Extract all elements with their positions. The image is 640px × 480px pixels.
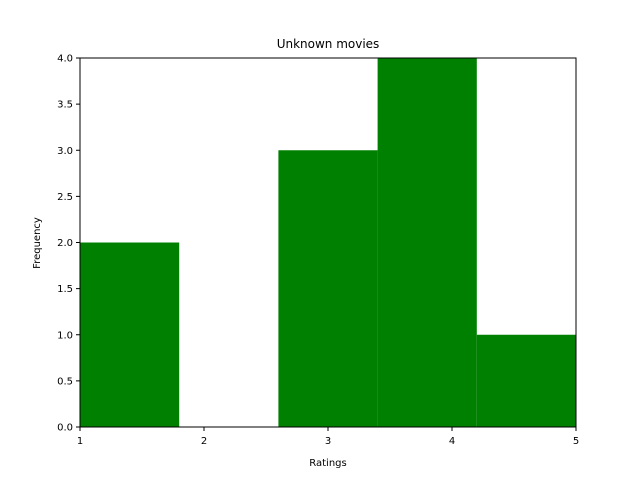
chart-title: Unknown movies	[277, 37, 380, 51]
histogram-bar-1	[80, 242, 180, 427]
y-tick-label: 3.0	[57, 146, 73, 157]
plot-frame	[79, 57, 577, 428]
x-tick-label: 3	[325, 436, 331, 447]
histogram-bar-5	[476, 334, 576, 427]
y-tick-label: 3.5	[57, 100, 73, 111]
y-tick-label: 0.5	[57, 376, 73, 387]
x-tick-label: 5	[573, 436, 579, 447]
y-axis-label: Frequency	[32, 217, 43, 269]
y-tick-label: 0.0	[57, 423, 73, 434]
x-tick-label: 1	[77, 436, 83, 447]
y-axis-ticks: 0.0 0.5 1.0 1.5 2.0 2.5 3.0 3.5 4.0	[57, 54, 80, 434]
x-tick-label: 4	[449, 436, 455, 447]
y-tick-label: 2.5	[57, 192, 73, 203]
y-tick-label: 1.5	[57, 284, 73, 295]
y-tick-label: 4.0	[57, 54, 73, 65]
bars-group	[80, 58, 576, 427]
x-axis-label: Ratings	[309, 458, 346, 469]
histogram-bar-3	[278, 150, 378, 427]
x-axis-ticks: 1 2 3 4 5	[77, 427, 579, 447]
y-tick-label: 2.0	[57, 238, 73, 249]
x-tick-label: 2	[201, 436, 207, 447]
y-tick-label: 1.0	[57, 330, 73, 341]
histogram-bar-4	[377, 58, 477, 427]
